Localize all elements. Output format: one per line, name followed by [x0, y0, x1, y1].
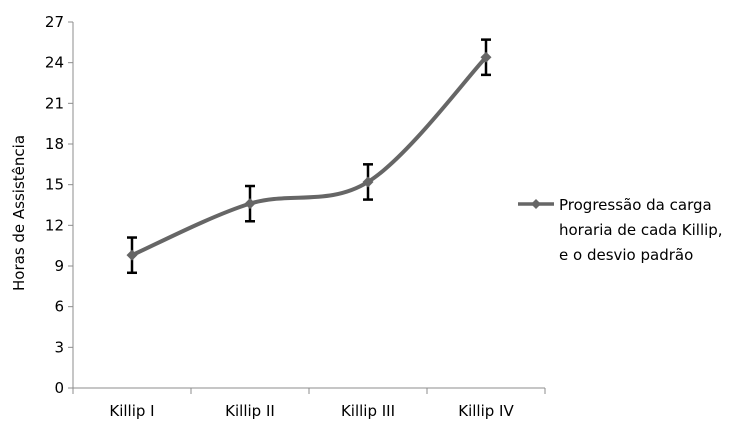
y-tick-label-2: 6 [54, 298, 64, 316]
y-tick-label-9: 27 [45, 13, 64, 31]
y-tick-label-6: 18 [45, 135, 64, 153]
data-point-0 [126, 249, 138, 261]
y-tick-label-7: 21 [45, 94, 64, 112]
x-tick-label-0: Killip I [109, 402, 154, 420]
y-tick-label-8: 24 [45, 54, 64, 72]
y-tick-label-3: 9 [54, 257, 64, 275]
legend-label-line-3: e o desvio padrão [559, 246, 693, 264]
y-tick-label-5: 15 [45, 176, 64, 194]
legend: Progressão da carga horaria de cada Kill… [518, 196, 727, 264]
x-tick-label-2: Killip III [341, 402, 395, 420]
y-axis-title: Horas de Assistência [10, 135, 28, 291]
legend-label: Progressão da carga horaria de cada Kill… [559, 196, 727, 264]
y-axis-ticks: 0 3 6 9 12 15 18 21 24 27 [45, 13, 73, 397]
x-tick-label-1: Killip II [225, 402, 275, 420]
y-tick-label-4: 12 [45, 216, 64, 234]
x-axis-ticks: Killip I Killip II Killip III Killip IV [72, 388, 546, 420]
y-tick-label-0: 0 [54, 379, 64, 397]
y-tick-label-1: 3 [54, 338, 64, 356]
data-point-2 [362, 176, 374, 188]
series-line-0 [130, 55, 488, 258]
legend-label-line-1: Progressão da carga [559, 196, 712, 214]
legend-label-line-2: horaria de cada Killip, [559, 221, 723, 239]
x-tick-label-3: Killip IV [458, 402, 514, 420]
series-layer [126, 38, 492, 275]
data-point-1 [244, 198, 256, 210]
legend-diamond-marker [531, 199, 541, 209]
data-point-3 [480, 51, 492, 63]
